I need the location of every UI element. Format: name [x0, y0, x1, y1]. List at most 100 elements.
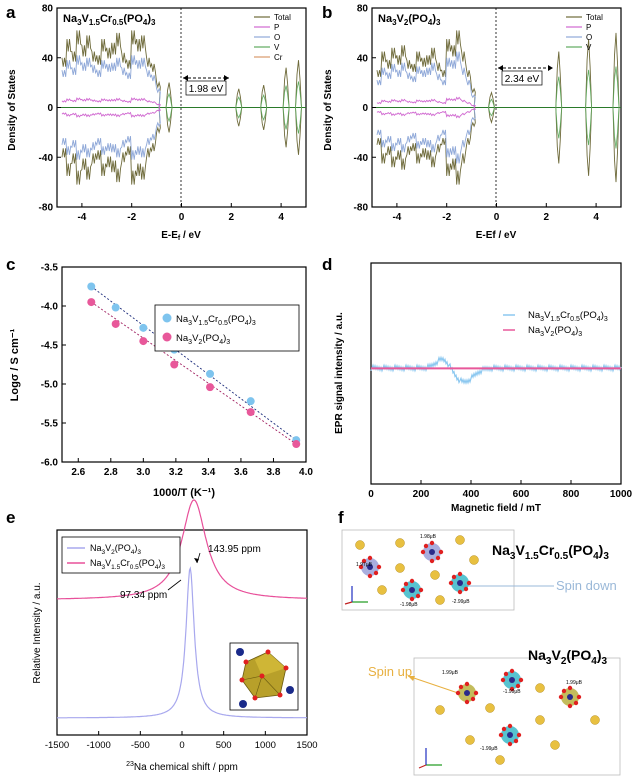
- o-atom: [576, 694, 582, 700]
- axes: -4 -2 0 2 4 -80 -40 0 40 80: [354, 4, 600, 224]
- o-atom: [500, 677, 506, 683]
- x-tick-label: 1000: [610, 489, 633, 500]
- o-atom: [567, 685, 573, 691]
- p-dos-up: [61, 97, 161, 108]
- x-tick-label: -4: [77, 212, 86, 223]
- conduction-peak: [555, 107, 563, 164]
- o-dos-up: [376, 51, 476, 108]
- o-atom: [503, 671, 509, 677]
- y-tick-label: 80: [357, 4, 369, 15]
- o-atom: [415, 593, 421, 599]
- data-point: [87, 282, 96, 291]
- v-dos-peak: [585, 107, 592, 146]
- legend-label: Total: [274, 13, 291, 22]
- v-atom: [507, 732, 513, 738]
- o-atom: [516, 732, 522, 738]
- o-atom: [418, 587, 424, 593]
- axes: 0 200 400 600 800 1000: [368, 480, 633, 500]
- na-atom: [590, 715, 600, 725]
- na-atom: [430, 570, 440, 580]
- nmr-curves: [57, 499, 308, 719]
- na-atom: [469, 555, 479, 565]
- fit-line: [91, 301, 297, 445]
- y-tick-label: -80: [354, 203, 369, 214]
- conduction-peak: [235, 88, 243, 108]
- bandgap-label: 2.34 eV: [505, 74, 540, 85]
- y-tick-label: -3.5: [41, 263, 59, 274]
- x-tick-label: 2.6: [71, 467, 85, 478]
- y-tick-label: -80: [39, 203, 54, 214]
- moment-label: 1.99μB: [442, 670, 459, 676]
- v-atom: [457, 580, 463, 586]
- y-tick-label: -4.0: [41, 302, 59, 313]
- o-dos-up: [61, 55, 161, 108]
- conduction-peak: [612, 107, 620, 183]
- o-atom: [423, 543, 429, 549]
- x-tick-label: -4: [392, 212, 401, 223]
- y-tick-label: -40: [39, 153, 54, 164]
- x-axis-label: E-Ef / eV: [476, 230, 517, 241]
- conductivity-chart: Na3V1.5Cr0.5(PO4)3 Na3V2(PO4)3 2.6 2.8 3.0…: [9, 263, 313, 500]
- o-atom: [409, 596, 415, 602]
- na-atom: [535, 715, 545, 725]
- x-tick-label: 0: [179, 212, 185, 223]
- v-dos-peak: [555, 107, 563, 139]
- data-point: [139, 323, 148, 332]
- o-atom: [429, 540, 435, 546]
- epr-curve-cr: [370, 355, 622, 386]
- v-dos-peak: [612, 107, 620, 149]
- o-atom: [367, 573, 373, 579]
- legend-label: O: [586, 33, 592, 42]
- p-dos-down: [376, 107, 477, 119]
- conduction-peak: [612, 32, 620, 108]
- o-atom: [513, 738, 519, 744]
- nmr-chart: Na3V2(PO4)3 Na3V1.5Cr0.5(PO4)3 143.95 pp…: [32, 499, 318, 773]
- y-tick-label: 0: [47, 103, 53, 114]
- data-point: [292, 440, 301, 449]
- axis-triad-icon: [344, 586, 368, 605]
- na-atom: [465, 735, 475, 745]
- o-atom: [463, 586, 469, 592]
- x-tick-label: 500: [216, 740, 232, 751]
- conductivity-points: [87, 282, 301, 449]
- y-tick-label: 40: [357, 53, 369, 64]
- x-tick-label: 0: [494, 212, 500, 223]
- conduction-peak: [260, 107, 268, 130]
- epr-chart: Na3V1.5Cr0.5(PO4)3 Na3V2(PO4)3 0 200 400 60…: [334, 262, 633, 514]
- spin-structure-panel: Na3V1.5Cr0.5(PO4)3 Spin down 1.97μB 1.98…: [341, 529, 621, 776]
- legend-label: V: [274, 43, 280, 52]
- o-atom: [507, 741, 513, 747]
- p-dos-down: [61, 107, 161, 118]
- crystal-structure-bottom: [435, 668, 600, 765]
- bandgap-label: 1.98 eV: [189, 84, 224, 95]
- o-dos-down: [376, 107, 476, 164]
- y-axis-label: Density of States: [323, 69, 334, 151]
- x-tick-label: 2: [544, 212, 550, 223]
- conduction-peak: [282, 67, 290, 108]
- na-atom: [495, 755, 505, 765]
- conduction-peak: [295, 107, 302, 155]
- o-atom: [435, 555, 441, 561]
- nmr-curve-cr: [57, 499, 308, 600]
- conduction-peak: [585, 107, 593, 176]
- panel-label-f: f: [338, 508, 344, 527]
- y-tick-label: 80: [42, 4, 54, 15]
- data-point: [170, 360, 179, 369]
- o-atom: [403, 581, 409, 587]
- o-atom: [367, 555, 373, 561]
- x-tick-label: 3.4: [201, 467, 215, 478]
- x-tick-label: 1500: [296, 740, 317, 751]
- o-atom: [455, 690, 461, 696]
- v-dos-peak: [260, 94, 268, 108]
- v-dos-peak: [585, 69, 592, 108]
- peak-annotation: 143.95 ppm: [208, 544, 261, 555]
- v-dos-peak: [235, 107, 243, 119]
- legend: Na3V1.5Cr0.5(PO4)3 Na3V2(PO4)3: [154, 304, 300, 352]
- legend-label: Cr: [274, 53, 283, 62]
- legend-label: P: [586, 23, 591, 32]
- o-atom: [373, 570, 379, 576]
- fit-line: [91, 286, 297, 441]
- o-atom: [464, 699, 470, 705]
- conduction-peak: [295, 60, 302, 108]
